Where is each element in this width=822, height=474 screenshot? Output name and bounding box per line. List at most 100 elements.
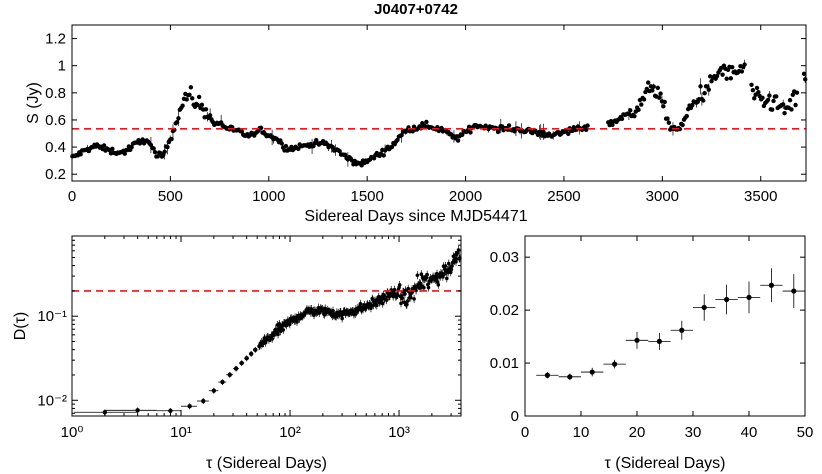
sf-zoom-point bbox=[701, 304, 707, 311]
sf-log-point bbox=[376, 294, 381, 299]
sf-log-ytick-label: 10⁻¹ bbox=[37, 308, 67, 325]
sf-log-point bbox=[233, 366, 239, 371]
lightcurve-xtick-label: 1000 bbox=[252, 188, 285, 205]
lightcurve-point bbox=[541, 129, 546, 135]
lightcurve-xtick-label: 500 bbox=[158, 188, 183, 205]
sf-log-xtick-label: 10² bbox=[279, 424, 301, 441]
lightcurve-point bbox=[701, 98, 706, 103]
sf-log-point bbox=[248, 351, 254, 356]
lightcurve-point bbox=[187, 92, 192, 97]
lightcurve-point bbox=[196, 94, 202, 100]
sf-log-point bbox=[227, 372, 232, 377]
lightcurve-point bbox=[195, 102, 200, 108]
lightcurve-point bbox=[756, 90, 761, 95]
lightcurve-point bbox=[190, 96, 195, 101]
lightcurve-point bbox=[790, 92, 796, 98]
lightcurve-point bbox=[641, 97, 647, 102]
lightcurve-point bbox=[610, 122, 615, 128]
sf-zoom-point bbox=[679, 327, 685, 333]
lightcurve-point bbox=[774, 94, 779, 99]
sf-log-point bbox=[453, 253, 458, 257]
sf-log-point bbox=[403, 292, 407, 296]
lightcurve-points bbox=[70, 59, 808, 168]
lightcurve-ytick-label: 1.2 bbox=[45, 31, 66, 48]
sf-zoom-xtick-label: 0 bbox=[521, 424, 529, 441]
sf-log-point bbox=[395, 293, 400, 297]
sf-log-point bbox=[375, 303, 379, 308]
sf-log-point bbox=[270, 337, 274, 341]
lightcurve-ytick-label: 0.2 bbox=[45, 166, 66, 183]
lightcurve-point bbox=[636, 107, 641, 113]
sf-log-point bbox=[244, 355, 249, 361]
lightcurve-point bbox=[632, 113, 637, 119]
lightcurve-point bbox=[651, 84, 656, 89]
lightcurve-point bbox=[754, 85, 760, 91]
sf-zoom-point bbox=[544, 372, 551, 378]
lightcurve-point bbox=[619, 116, 625, 122]
lightcurve-point bbox=[122, 151, 127, 156]
lightcurve-panel: 0 500 1000 1500 2000 2500 3000 3500 0.2 0.4 0.6 0.8… bbox=[25, 24, 808, 225]
sf-log-xtick-label: 10³ bbox=[388, 424, 410, 441]
sf-log-ytick-label: 10⁻² bbox=[37, 392, 67, 409]
lightcurve-point bbox=[199, 102, 205, 108]
sf-log-point bbox=[400, 296, 405, 300]
lightcurve-point bbox=[129, 144, 134, 150]
lightcurve-point bbox=[645, 80, 651, 85]
lightcurve-ytick-label: 0.4 bbox=[45, 139, 66, 156]
lightcurve-xtick-label: 2000 bbox=[449, 188, 482, 205]
sf-log-point bbox=[220, 379, 225, 385]
lightcurve-point bbox=[207, 113, 213, 118]
lightcurve-point bbox=[803, 77, 808, 82]
sf-log-point bbox=[456, 248, 461, 252]
sf-log-point bbox=[392, 287, 397, 292]
sf-log-point bbox=[425, 272, 429, 277]
lightcurve-point bbox=[165, 144, 170, 150]
lightcurve-point bbox=[399, 132, 404, 138]
sf-log-point bbox=[412, 297, 416, 301]
lightcurve-point bbox=[78, 152, 83, 157]
sf-log-point bbox=[409, 295, 413, 300]
lightcurve-point bbox=[684, 113, 689, 119]
lightcurve-point bbox=[184, 97, 189, 102]
sf-log-point bbox=[446, 270, 450, 275]
sf-log-xtick-label: 10¹ bbox=[170, 424, 192, 441]
lightcurve-point bbox=[283, 143, 289, 149]
lightcurve-point bbox=[162, 149, 167, 154]
lightcurve-point bbox=[639, 102, 644, 107]
sf-log-point bbox=[380, 301, 385, 306]
sf-log-point bbox=[211, 388, 217, 393]
sf-log-points bbox=[74, 246, 462, 416]
lightcurve-ylabel: S (Jy) bbox=[25, 82, 42, 124]
lightcurve-point bbox=[460, 132, 465, 138]
lightcurve-point bbox=[495, 129, 501, 135]
lightcurve-point bbox=[151, 146, 156, 151]
lightcurve-ytick-label: 0.6 bbox=[45, 112, 66, 129]
sf-zoom-point bbox=[612, 361, 618, 367]
sf-log-point bbox=[358, 302, 363, 306]
sf-log-point bbox=[424, 275, 429, 280]
lightcurve-point bbox=[101, 143, 107, 148]
sf-zoom-point bbox=[768, 282, 775, 288]
lightcurve-point bbox=[110, 146, 115, 151]
sf-log-point bbox=[276, 332, 280, 337]
sf-log-point bbox=[384, 298, 389, 302]
lightcurve-point bbox=[724, 76, 729, 81]
lightcurve-point bbox=[455, 138, 461, 143]
sf-log-point bbox=[253, 347, 258, 352]
lightcurve-point bbox=[665, 116, 670, 121]
sf-zoom-point bbox=[567, 374, 573, 380]
sf-log-point bbox=[442, 272, 446, 276]
sf-zoom-point bbox=[746, 294, 752, 301]
sf-log-point bbox=[441, 275, 445, 279]
lightcurve-point bbox=[389, 144, 395, 150]
lightcurve-point bbox=[750, 87, 756, 93]
sf-zoom-ytick-label: 0.03 bbox=[490, 249, 519, 266]
lightcurve-point bbox=[506, 123, 512, 128]
structure-function-zoom-panel: 0 10 20 30 40 50 0 0.01 0.02 0.03 τ (Sidereal Days… bbox=[490, 235, 813, 472]
sf-log-point bbox=[340, 316, 344, 321]
structure-function-log-panel: 10⁰ 10¹ 10² 10³ 10⁻² 10⁻¹ τ (Sidereal Days) D(τ… bbox=[12, 235, 462, 472]
lightcurve-point bbox=[330, 144, 335, 150]
lightcurve-point bbox=[628, 108, 633, 113]
lightcurve-point bbox=[698, 84, 703, 89]
